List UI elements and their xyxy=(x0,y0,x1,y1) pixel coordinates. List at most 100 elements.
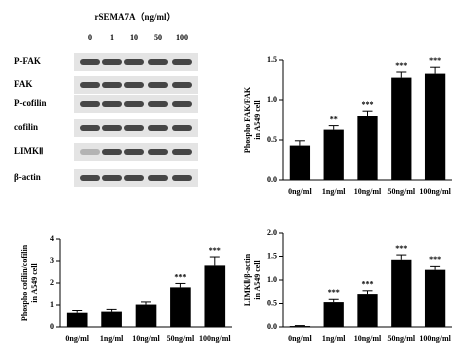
significance: *** xyxy=(362,100,374,109)
x-tick-label: 0ng/ml xyxy=(65,334,89,343)
blot-band xyxy=(124,59,144,65)
blot-band xyxy=(102,175,122,181)
bar xyxy=(391,77,412,180)
bar xyxy=(66,312,88,327)
blot-band xyxy=(102,59,122,65)
x-tick-label: 10ng/ml xyxy=(354,334,382,343)
bar xyxy=(289,145,311,180)
x-tick-label: 50ng/ml xyxy=(167,334,195,343)
significance: *** xyxy=(174,272,186,281)
bar xyxy=(289,326,311,327)
bar xyxy=(357,116,378,180)
y-tick-label: 1.5 xyxy=(267,251,277,260)
bar xyxy=(391,259,412,327)
bar xyxy=(101,311,122,327)
blot-header: rSEMA7A（ng/ml） xyxy=(94,12,175,22)
y-tick-label: 2 xyxy=(50,278,54,287)
blot-band xyxy=(172,125,192,131)
blot-band xyxy=(124,101,144,107)
blot-row-label: cofilin xyxy=(14,122,38,132)
y-tick-label: 0.0 xyxy=(267,322,277,331)
blot-band xyxy=(80,59,100,65)
y-axis-label-line: in A549 cell xyxy=(30,262,39,302)
blot-band xyxy=(80,101,100,107)
blot-band xyxy=(80,175,100,181)
blot-row-label: LIMKⅡ xyxy=(14,146,43,156)
blot-row-label: FAK xyxy=(14,79,32,89)
lane-label: 100 xyxy=(176,33,188,42)
bar xyxy=(323,129,344,180)
y-tick-label: 1.0 xyxy=(267,275,277,284)
blot-band xyxy=(148,82,168,88)
y-axis-label: LIMKⅡ/β-actinin A549 cell xyxy=(243,253,262,306)
blot-band xyxy=(172,82,192,88)
x-tick-label: 50ng/ml xyxy=(388,187,416,196)
y-tick-label: 1 xyxy=(50,300,54,309)
lane-label: 50 xyxy=(154,33,162,42)
significance: ** xyxy=(330,114,338,123)
significance: *** xyxy=(209,246,221,255)
blot-band xyxy=(172,149,192,155)
bar xyxy=(323,302,344,327)
blot-band xyxy=(80,82,100,88)
blot-band xyxy=(172,175,192,181)
x-tick-label: 100ng/ml xyxy=(419,334,451,343)
y-tick-label: 0.5 xyxy=(267,135,277,144)
bar xyxy=(170,287,191,327)
blot-band xyxy=(80,149,100,155)
x-tick-label: 1ng/ml xyxy=(100,334,124,343)
bar xyxy=(424,73,446,180)
x-tick-label: 100ng/ml xyxy=(199,334,231,343)
blot-band xyxy=(148,125,168,131)
x-tick-label: 1ng/ml xyxy=(322,334,346,343)
x-tick-label: 0ng/ml xyxy=(288,187,312,196)
blot-band xyxy=(124,125,144,131)
blot-band xyxy=(124,82,144,88)
y-tick-label: 2.0 xyxy=(267,228,277,237)
blot-band xyxy=(172,59,192,65)
blot-band xyxy=(148,59,168,65)
blot-band xyxy=(124,149,144,155)
blot-band xyxy=(102,101,122,107)
y-axis-label: Phospho FAK/FAKin A549 cell xyxy=(243,86,262,153)
significance: *** xyxy=(362,280,374,289)
x-tick-label: 10ng/ml xyxy=(354,187,382,196)
blot-band xyxy=(102,125,122,131)
blot-band xyxy=(102,149,122,155)
bar xyxy=(135,304,157,327)
y-axis-label-line: Phospho FAK/FAK xyxy=(243,86,252,153)
y-tick-label: 1.0 xyxy=(267,95,277,104)
y-tick-label: 0 xyxy=(50,322,54,331)
bar xyxy=(204,265,226,327)
x-tick-label: 100ng/ml xyxy=(419,187,451,196)
y-tick-label: 3 xyxy=(50,256,54,265)
blot-band xyxy=(148,149,168,155)
blot-band xyxy=(102,82,122,88)
lane-label: 1 xyxy=(110,33,114,42)
y-tick-label: 1.5 xyxy=(267,55,277,64)
significance: *** xyxy=(395,244,407,253)
blot-row-label: β-actin xyxy=(14,172,41,182)
y-axis-label-line: LIMKⅡ/β-actin xyxy=(243,253,252,306)
blot-row-label: P-cofilin xyxy=(14,98,47,108)
y-axis-label: Phospho cofilin/cofilinin A549 cell xyxy=(20,244,39,321)
lane-label: 0 xyxy=(88,33,92,42)
x-tick-label: 10ng/ml xyxy=(132,334,160,343)
y-axis-label-line: in A549 cell xyxy=(253,259,262,299)
blot-band xyxy=(148,175,168,181)
blot-row-label: P-FAK xyxy=(14,56,41,66)
blot-band xyxy=(124,175,144,181)
significance: *** xyxy=(328,288,340,297)
bar xyxy=(357,294,378,327)
y-axis-label-line: Phospho cofilin/cofilin xyxy=(20,244,29,321)
blot-band xyxy=(80,125,100,131)
y-tick-label: 0.5 xyxy=(267,298,277,307)
y-tick-label: 0.0 xyxy=(267,175,277,184)
x-tick-label: 50ng/ml xyxy=(388,334,416,343)
x-tick-label: 0ng/ml xyxy=(288,334,312,343)
x-tick-label: 1ng/ml xyxy=(322,187,346,196)
lane-label: 10 xyxy=(130,33,138,42)
significance: *** xyxy=(429,255,441,264)
y-tick-label: 4 xyxy=(50,234,54,243)
blot-band xyxy=(172,101,192,107)
